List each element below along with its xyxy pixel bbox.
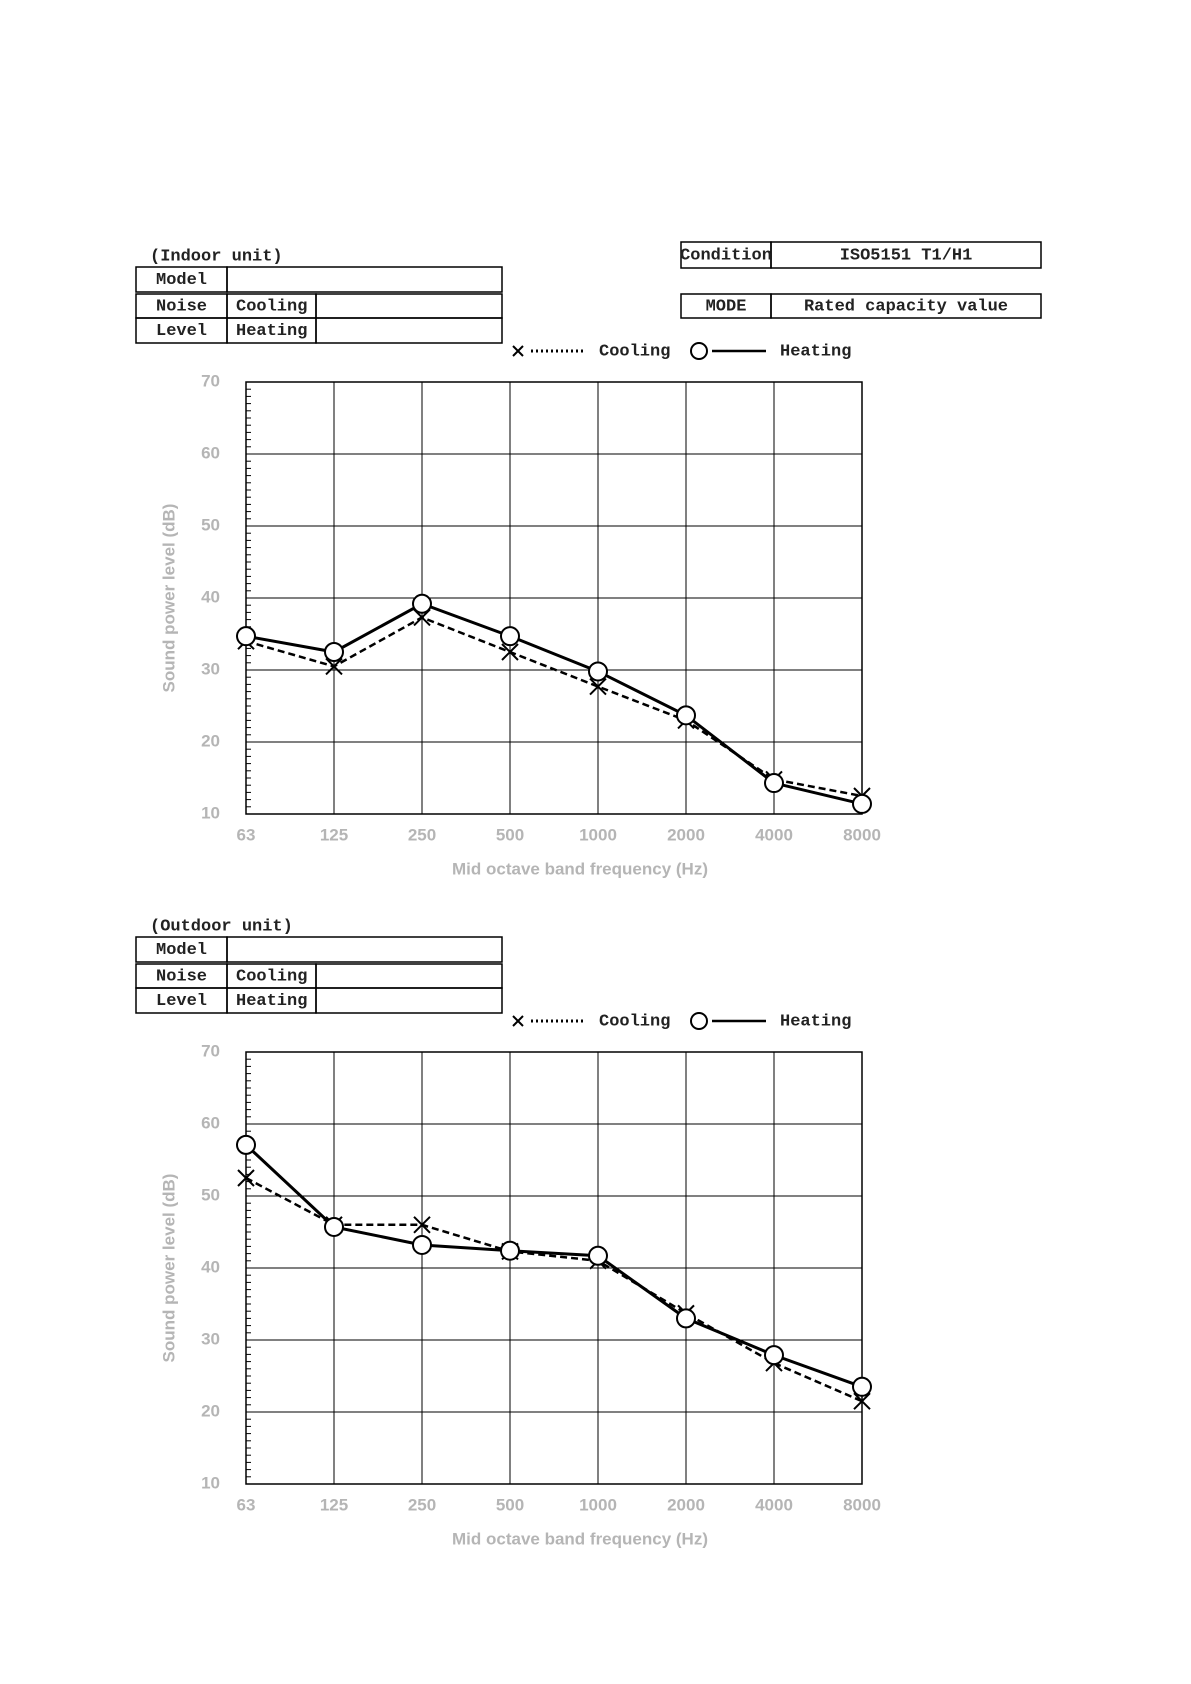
data-point <box>589 677 607 696</box>
data-point <box>852 793 872 814</box>
y-tick-label: 20 <box>201 731 220 750</box>
x-tick-label: 63 <box>237 825 256 844</box>
data-point <box>325 657 343 676</box>
plot-frame <box>245 381 863 815</box>
y-tick-label: 50 <box>201 1185 220 1204</box>
x-tick-label: 1000 <box>579 825 617 844</box>
table-cell <box>770 293 1042 319</box>
table-label: Noise <box>156 967 207 986</box>
table-label: Heating <box>236 992 307 1011</box>
data-point <box>412 1234 432 1255</box>
table-label: Cooling <box>236 297 307 316</box>
table-cell <box>226 936 503 963</box>
legend-label: Cooling <box>599 1012 670 1031</box>
x-tick-label: 4000 <box>755 825 793 844</box>
condition-value: Rated capacity value <box>804 297 1008 316</box>
x-tick-label: 8000 <box>843 1495 881 1514</box>
data-point <box>324 642 344 662</box>
section-title: (Outdoor unit) <box>150 917 293 936</box>
legend-label: Heating <box>780 1012 851 1031</box>
data-point <box>324 1216 344 1237</box>
legend-marker <box>690 1012 708 1030</box>
x-tick-label: 125 <box>320 825 348 844</box>
x-tick-label: 2000 <box>667 1495 705 1514</box>
data-point <box>237 1169 255 1187</box>
y-tick-label: 50 <box>201 515 220 534</box>
y-axis-title: Sound power level (dB) <box>159 1174 178 1363</box>
legend-label: Cooling <box>599 342 670 361</box>
table-label: Level <box>156 992 207 1011</box>
data-point <box>676 705 696 726</box>
y-axis-title: Sound power level (dB) <box>159 504 178 693</box>
data-point <box>412 593 432 614</box>
x-tick-label: 500 <box>496 825 524 844</box>
y-tick-label: 30 <box>201 1329 220 1348</box>
table-cell <box>226 266 503 293</box>
section-title: (Indoor unit) <box>150 247 283 266</box>
series-line <box>245 1176 863 1403</box>
legend-marker <box>690 342 708 360</box>
data-point <box>501 643 519 661</box>
x-tick-label: 63 <box>237 1495 256 1514</box>
condition-label: MODE <box>706 297 747 316</box>
y-tick-label: 10 <box>201 1473 220 1492</box>
table-label: Noise <box>156 297 207 316</box>
condition-value: ISO5151 T1/H1 <box>840 246 973 265</box>
data-point <box>764 773 784 794</box>
y-tick-label: 70 <box>201 1041 220 1060</box>
table-cell <box>315 963 503 989</box>
x-tick-label: 1000 <box>579 1495 617 1514</box>
legend-marker <box>512 345 524 357</box>
table-cell <box>770 241 1042 269</box>
y-tick-label: 60 <box>201 1113 220 1132</box>
x-tick-label: 250 <box>408 1495 436 1514</box>
table-label: Level <box>156 322 207 341</box>
x-tick-label: 250 <box>408 825 436 844</box>
table-cell <box>315 987 503 1014</box>
y-tick-label: 70 <box>201 371 220 390</box>
table-cell <box>315 293 503 319</box>
plot-frame <box>245 1051 863 1485</box>
x-tick-label: 8000 <box>843 825 881 844</box>
data-point <box>500 1240 520 1261</box>
table-label: Heating <box>236 322 307 341</box>
y-tick-label: 30 <box>201 659 220 678</box>
y-tick-label: 40 <box>201 587 220 606</box>
data-point <box>853 1392 871 1410</box>
y-tick-label: 60 <box>201 443 220 462</box>
x-tick-label: 2000 <box>667 825 705 844</box>
y-tick-label: 20 <box>201 1401 220 1420</box>
x-tick-label: 4000 <box>755 1495 793 1514</box>
data-point <box>852 1376 872 1397</box>
data-point <box>588 1245 608 1266</box>
legend-marker <box>512 1015 524 1027</box>
data-point <box>236 626 256 647</box>
x-tick-label: 500 <box>496 1495 524 1514</box>
y-tick-label: 40 <box>201 1257 220 1276</box>
table-label: Model <box>156 941 207 960</box>
data-point <box>764 1345 784 1366</box>
series-line <box>245 602 863 806</box>
y-tick-label: 10 <box>201 803 220 822</box>
table-label: Cooling <box>236 967 307 986</box>
table-label: Model <box>156 271 207 290</box>
data-point <box>236 1134 256 1155</box>
series-line <box>244 1143 863 1389</box>
data-point <box>588 661 608 682</box>
table-cell <box>315 317 503 344</box>
series-line <box>245 616 863 798</box>
x-axis-title: Mid octave band frequency (Hz) <box>452 1529 708 1548</box>
legend-label: Heating <box>780 342 851 361</box>
data-point <box>413 1216 431 1234</box>
x-axis-title: Mid octave band frequency (Hz) <box>452 859 708 878</box>
x-tick-label: 125 <box>320 1495 348 1514</box>
condition-label: Condition <box>680 246 772 265</box>
data-point <box>676 1308 696 1329</box>
data-point <box>500 626 520 647</box>
